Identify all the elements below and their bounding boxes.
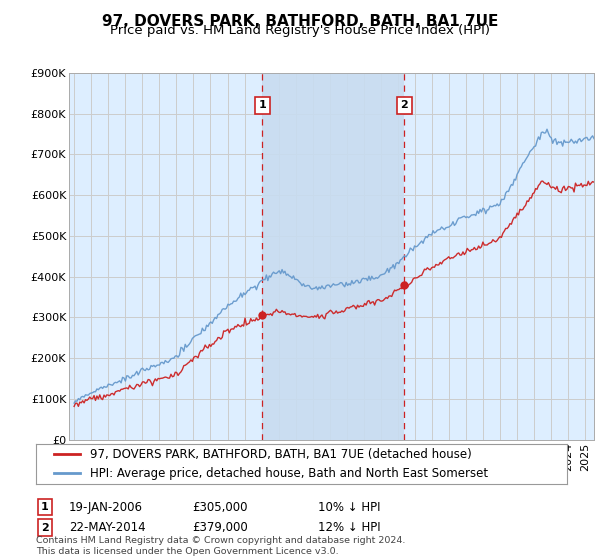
Text: 97, DOVERS PARK, BATHFORD, BATH, BA1 7UE: 97, DOVERS PARK, BATHFORD, BATH, BA1 7UE xyxy=(102,14,498,29)
Text: 22-MAY-2014: 22-MAY-2014 xyxy=(69,521,146,534)
Text: £379,000: £379,000 xyxy=(192,521,248,534)
Text: £305,000: £305,000 xyxy=(192,501,248,514)
Text: Contains HM Land Registry data © Crown copyright and database right 2024.
This d: Contains HM Land Registry data © Crown c… xyxy=(36,536,406,556)
Text: 1: 1 xyxy=(41,502,49,512)
Bar xyxy=(262,73,404,440)
Text: 2: 2 xyxy=(41,522,49,533)
Text: 12% ↓ HPI: 12% ↓ HPI xyxy=(318,521,380,534)
Text: 19-JAN-2006: 19-JAN-2006 xyxy=(69,501,143,514)
Text: 10% ↓ HPI: 10% ↓ HPI xyxy=(318,501,380,514)
Legend: 97, DOVERS PARK, BATHFORD, BATH, BA1 7UE (detached house), HPI: Average price, d: 97, DOVERS PARK, BATHFORD, BATH, BA1 7UE… xyxy=(47,441,495,487)
Text: 2: 2 xyxy=(401,100,409,110)
Text: Price paid vs. HM Land Registry's House Price Index (HPI): Price paid vs. HM Land Registry's House … xyxy=(110,24,490,37)
Text: 1: 1 xyxy=(259,100,266,110)
